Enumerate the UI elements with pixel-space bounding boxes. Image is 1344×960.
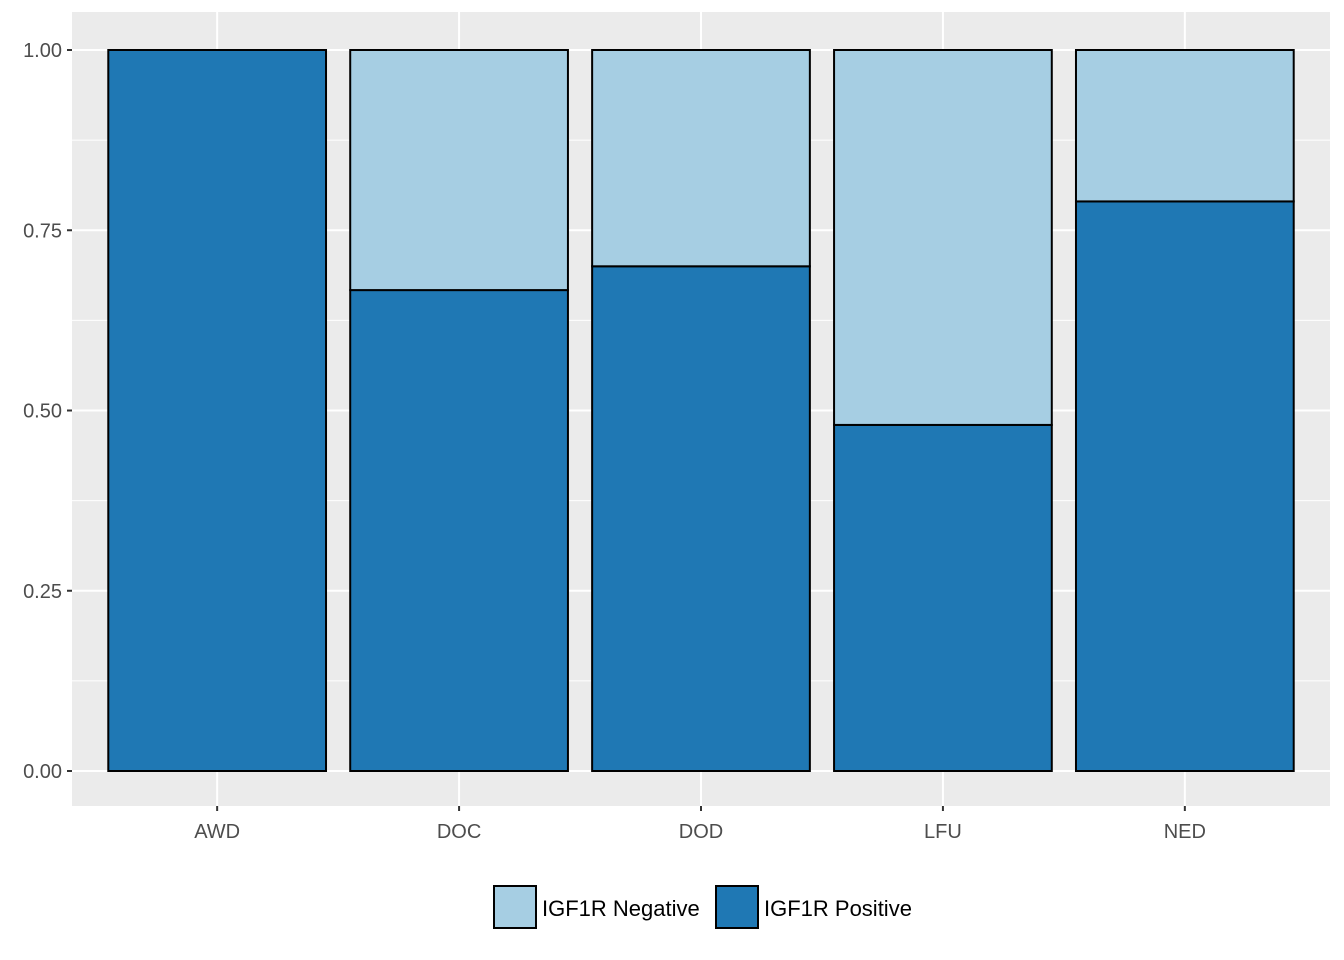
x-tick-label: DOD	[679, 821, 723, 843]
bar-lfu-igf1r-negative	[833, 49, 1053, 426]
y-tick-label: 0.75	[23, 220, 62, 242]
y-tick-label: 1.00	[23, 40, 62, 62]
legend-label-igf1r-negative: IGF1R Negative	[542, 896, 700, 921]
x-tick-label: LFU	[924, 821, 962, 843]
x-tick-label: DOC	[437, 821, 481, 843]
y-axis: 0.00 0.25 0.50 0.75 1.00	[23, 40, 72, 783]
legend-label-igf1r-positive: IGF1R Positive	[764, 896, 912, 921]
legend-key-igf1r-positive	[715, 885, 759, 929]
bar-dod-igf1r-negative	[591, 49, 811, 268]
legend: IGF1R Negative IGF1R Positive	[493, 885, 912, 929]
bar-dod-igf1r-positive	[591, 265, 811, 772]
bar-doc-igf1r-negative	[349, 49, 569, 292]
y-tick-label: 0.00	[23, 761, 62, 783]
y-tick-label: 0.50	[23, 401, 62, 423]
bar-ned-igf1r-positive	[1074, 200, 1295, 773]
x-axis: AWD DOC DOD LFU NED	[194, 806, 1206, 843]
bar-ned-igf1r-negative	[1074, 49, 1295, 203]
bar-doc-igf1r-positive	[349, 289, 569, 772]
bar-lfu-igf1r-positive	[833, 423, 1053, 772]
bar-awd-igf1r-positive	[107, 49, 328, 772]
bars	[107, 49, 1295, 773]
legend-key-igf1r-negative	[493, 885, 537, 929]
y-tick-label: 0.25	[23, 581, 62, 603]
x-tick-label: NED	[1164, 821, 1206, 843]
x-tick-label: AWD	[194, 821, 240, 843]
